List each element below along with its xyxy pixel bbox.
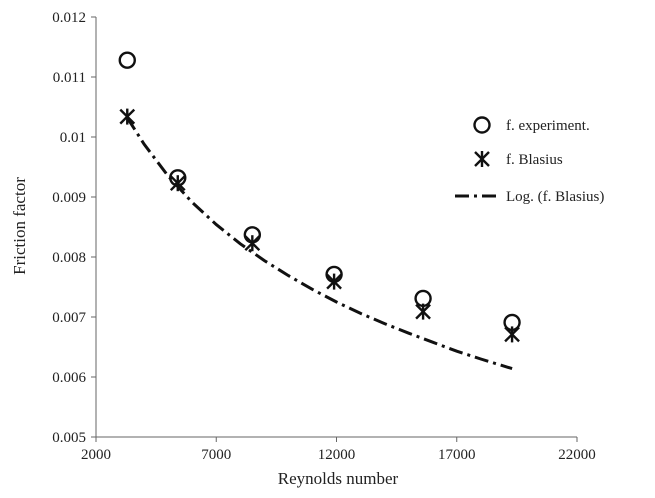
y-tick-label: 0.005 — [52, 430, 86, 446]
x-tick-label: 7000 — [201, 447, 231, 463]
y-tick-label: 0.011 — [53, 70, 86, 86]
log-trendline — [126, 116, 513, 371]
legend-item-log-fit: Log. (f. Blasius) — [455, 189, 604, 205]
x-tick-label: 12000 — [318, 447, 356, 463]
x-tick-label: 2000 — [81, 447, 111, 463]
blasius-point — [119, 108, 136, 125]
blasius-point — [326, 273, 342, 290]
series-layer — [118, 51, 521, 371]
blasius-point — [415, 303, 431, 320]
y-tick-label: 0.009 — [52, 190, 86, 206]
y-axis-title: Friction factor — [10, 177, 29, 275]
legend-label-log-fit: Log. (f. Blasius) — [506, 189, 604, 205]
x-tick-label: 22000 — [558, 447, 596, 463]
y-tick-label: 0.01 — [60, 130, 86, 146]
y-tick-label: 0.006 — [52, 370, 86, 386]
y-tick-label: 0.008 — [52, 250, 86, 266]
x-tick-label: 17000 — [438, 447, 476, 463]
legend-item-blasius: f. Blasius — [474, 151, 563, 168]
legend-circle-marker — [473, 116, 491, 134]
y-tick-label: 0.012 — [52, 10, 86, 26]
legend-asterisk-marker — [474, 151, 490, 167]
experiment-point — [118, 51, 136, 69]
y-axis-ticks: 0.005 0.006 0.007 0.008 0.009 0.01 0.011 0.012 — [52, 10, 96, 446]
blasius-point — [504, 326, 520, 343]
blasius-point — [244, 235, 261, 252]
x-axis-ticks: 2000 7000 12000 17000 22000 — [81, 437, 596, 463]
axes — [95, 17, 577, 438]
legend-label-experiment: f. experiment. — [506, 118, 590, 134]
y-tick-label: 0.007 — [52, 310, 86, 326]
legend-circle-symbol — [473, 116, 491, 134]
legend-asterisk-symbol — [474, 151, 490, 167]
x-axis-title: Reynolds number — [278, 469, 399, 488]
legend: f. experiment. f. Blasius Log. (f. Blasi… — [455, 116, 604, 205]
legend-label-blasius: f. Blasius — [506, 152, 563, 168]
legend-item-experiment: f. experiment. — [473, 116, 590, 134]
blasius-point — [169, 175, 186, 192]
